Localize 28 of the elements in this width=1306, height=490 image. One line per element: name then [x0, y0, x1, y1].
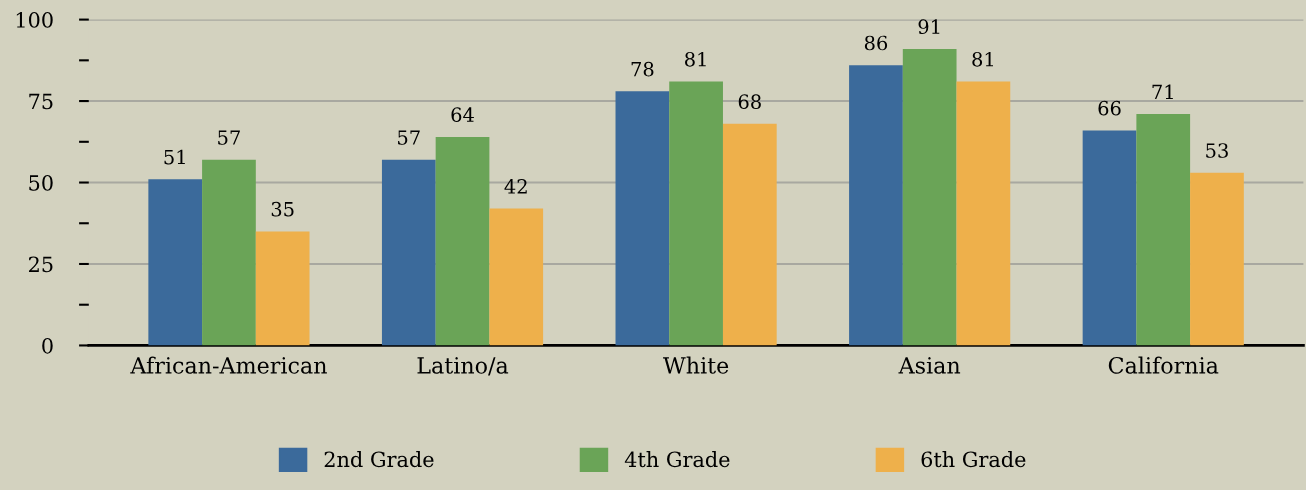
data-label: 91 — [918, 19, 940, 35]
data-label: 57 — [218, 130, 240, 145]
legend-label: 4th Grade — [624, 451, 730, 468]
data-label: 71 — [1152, 84, 1173, 99]
x-tick-label: White — [663, 356, 729, 374]
data-label: 68 — [738, 94, 761, 109]
data-label: 35 — [271, 201, 294, 217]
x-tick-label: African-American — [130, 356, 327, 374]
data-label: 53 — [1206, 143, 1228, 158]
y-tick-label: 25 — [28, 256, 53, 273]
data-label: 86 — [864, 35, 888, 51]
data-label: 57 — [398, 130, 420, 145]
data-label: 42 — [504, 179, 527, 194]
data-label: 78 — [631, 61, 654, 77]
data-label: 51 — [164, 149, 185, 165]
x-tick-label: Latino/a — [417, 357, 509, 376]
data-label: 66 — [1098, 100, 1121, 116]
data-label: 81 — [685, 51, 706, 67]
legend-label: 2nd Grade — [324, 451, 434, 468]
data-label: 81 — [972, 51, 993, 67]
x-tick-label: Asian — [898, 357, 961, 374]
y-tick-label: 100 — [16, 12, 53, 28]
y-tick-label: 50 — [29, 174, 53, 191]
x-tick-label: California — [1108, 356, 1219, 374]
data-label: 64 — [451, 107, 474, 123]
y-tick-label: 75 — [29, 93, 53, 110]
legend-label: 6th Grade — [921, 451, 1026, 468]
y-tick-label: 0 — [42, 337, 53, 354]
